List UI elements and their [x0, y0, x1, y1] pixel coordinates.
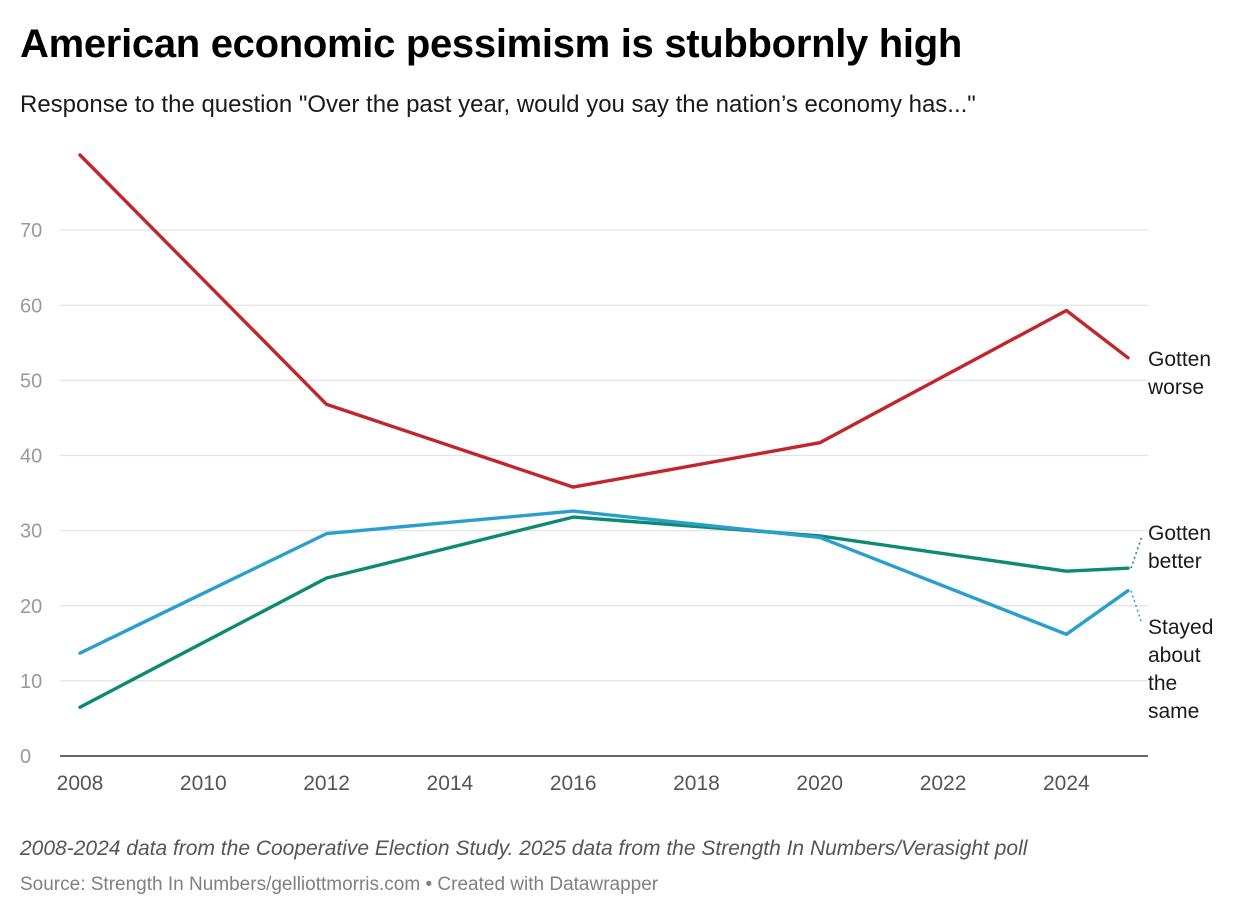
series-label-line: same — [1148, 700, 1199, 723]
label-connector — [1130, 535, 1143, 569]
x-tick-label: 2008 — [57, 772, 104, 795]
source-credit: Source: Strength In Numbers/gelliottmorr… — [20, 874, 659, 895]
y-tick-label: 70 — [20, 220, 42, 242]
series-label: Gotten worse — [1147, 348, 1211, 399]
series-label: Gotten better — [1148, 522, 1211, 573]
series-label-line: better — [1148, 550, 1202, 573]
chart-subtitle: Response to the question "Over the past … — [20, 91, 976, 118]
x-tick-label: 2018 — [673, 772, 720, 795]
x-tick-label: 2014 — [427, 772, 474, 795]
series-lines — [78, 153, 1130, 709]
x-tick-label: 2024 — [1043, 772, 1090, 795]
x-tick-label: 2012 — [303, 772, 350, 795]
grid-lines — [60, 229, 1148, 682]
y-tick-label: 30 — [20, 521, 42, 543]
series-labels: Gotten worse Gotten better Stayed about the sam… — [1130, 348, 1213, 723]
series-label-line: the — [1148, 672, 1177, 695]
series-label-line: Gotten — [1148, 348, 1211, 371]
y-tick-label: 60 — [20, 295, 42, 317]
series-label-line: worse — [1147, 376, 1204, 399]
y-tick-label: 20 — [20, 596, 42, 618]
series-line — [78, 153, 1130, 489]
series-line — [78, 515, 1130, 709]
series-label-line: Gotten — [1148, 522, 1211, 545]
y-tick-label: 50 — [20, 370, 42, 392]
series-label-line: Stayed — [1148, 616, 1213, 639]
series-label: Stayed about the same — [1148, 616, 1213, 723]
series-label-line: about — [1148, 644, 1201, 667]
x-tick-label: 2022 — [920, 772, 967, 795]
chart-title: American economic pessimism is stubbornl… — [20, 22, 963, 66]
label-connector — [1130, 590, 1143, 625]
series-line — [78, 509, 1130, 655]
x-tick-label: 2016 — [550, 772, 597, 795]
y-tick-label: 0 — [20, 746, 31, 768]
x-tick-label: 2020 — [796, 772, 843, 795]
y-tick-label: 10 — [20, 671, 42, 693]
x-tick-label: 2010 — [180, 772, 227, 795]
y-tick-label: 40 — [20, 446, 42, 468]
data-note: 2008-2024 data from the Cooperative Elec… — [20, 837, 1028, 860]
axes: 0 10 20 30 40 50 60 70 2008 2010 2012 2014 2016 2018 2… — [20, 220, 1148, 795]
